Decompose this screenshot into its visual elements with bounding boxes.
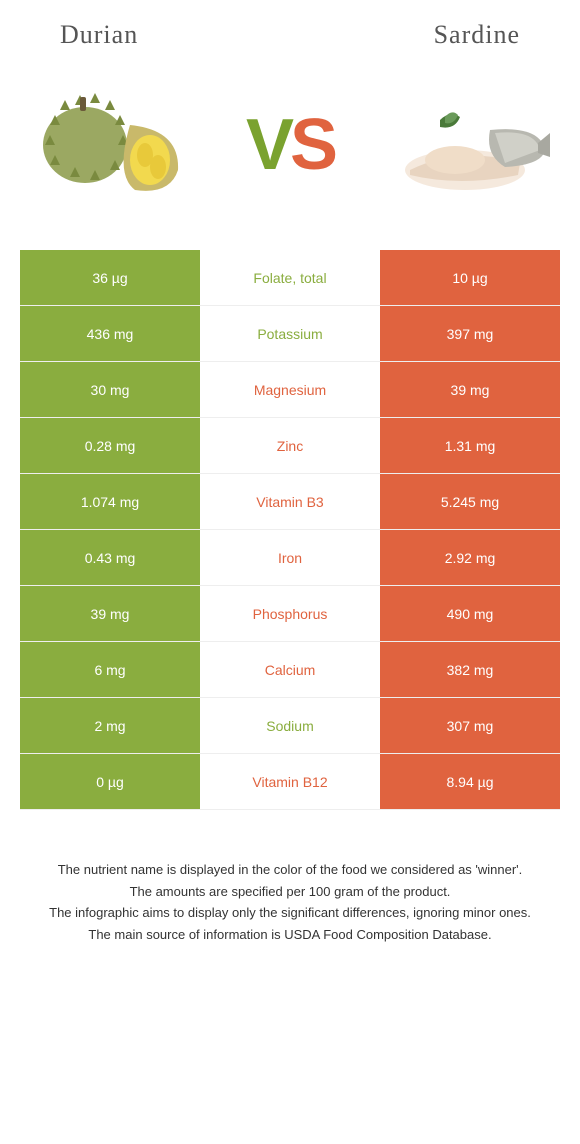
nutrient-row: 30 mgMagnesium39 mg [20,362,560,418]
nutrient-row: 6 mgCalcium382 mg [20,642,560,698]
right-value: 39 mg [380,362,560,417]
hero-row: VS [0,50,580,250]
nutrient-row: 436 mgPotassium397 mg [20,306,560,362]
nutrient-name: Zinc [200,418,380,473]
right-value: 397 mg [380,306,560,361]
footer-line-4: The main source of information is USDA F… [25,925,555,945]
vs-v: V [246,105,290,185]
left-value: 436 mg [20,306,200,361]
right-value: 307 mg [380,698,560,753]
nutrient-table: 36 µgFolate, total10 µg436 mgPotassium39… [20,250,560,810]
left-value: 30 mg [20,362,200,417]
left-value: 36 µg [20,250,200,305]
left-value: 0.43 mg [20,530,200,585]
right-value: 2.92 mg [380,530,560,585]
nutrient-row: 0.28 mgZinc1.31 mg [20,418,560,474]
right-food-title: Sardine [434,20,520,50]
right-value: 5.245 mg [380,474,560,529]
sardine-image [390,75,550,215]
left-value: 6 mg [20,642,200,697]
footer-line-2: The amounts are specified per 100 gram o… [25,882,555,902]
right-value: 382 mg [380,642,560,697]
nutrient-name: Calcium [200,642,380,697]
footer-line-3: The infographic aims to display only the… [25,903,555,923]
left-value: 0.28 mg [20,418,200,473]
nutrient-name: Vitamin B12 [200,754,380,809]
nutrient-name: Vitamin B3 [200,474,380,529]
nutrient-row: 0 µgVitamin B128.94 µg [20,754,560,810]
nutrient-name: Potassium [200,306,380,361]
footer-line-1: The nutrient name is displayed in the co… [25,860,555,880]
nutrient-name: Sodium [200,698,380,753]
vs-label: VS [246,104,334,186]
nutrient-name: Phosphorus [200,586,380,641]
nutrient-name: Folate, total [200,250,380,305]
right-value: 1.31 mg [380,418,560,473]
vs-s: S [290,105,334,185]
nutrient-name: Iron [200,530,380,585]
footer-notes: The nutrient name is displayed in the co… [25,860,555,944]
nutrient-row: 36 µgFolate, total10 µg [20,250,560,306]
nutrient-name: Magnesium [200,362,380,417]
left-food-title: Durian [60,20,138,50]
nutrient-row: 1.074 mgVitamin B35.245 mg [20,474,560,530]
left-value: 1.074 mg [20,474,200,529]
nutrient-row: 0.43 mgIron2.92 mg [20,530,560,586]
left-value: 39 mg [20,586,200,641]
title-row: Durian Sardine [0,0,580,50]
durian-image [30,75,190,215]
right-value: 490 mg [380,586,560,641]
right-value: 10 µg [380,250,560,305]
left-value: 0 µg [20,754,200,809]
nutrient-row: 39 mgPhosphorus490 mg [20,586,560,642]
right-value: 8.94 µg [380,754,560,809]
left-value: 2 mg [20,698,200,753]
nutrient-row: 2 mgSodium307 mg [20,698,560,754]
